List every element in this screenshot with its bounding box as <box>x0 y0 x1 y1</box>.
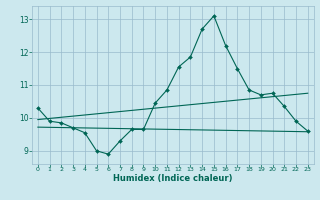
X-axis label: Humidex (Indice chaleur): Humidex (Indice chaleur) <box>113 174 233 183</box>
